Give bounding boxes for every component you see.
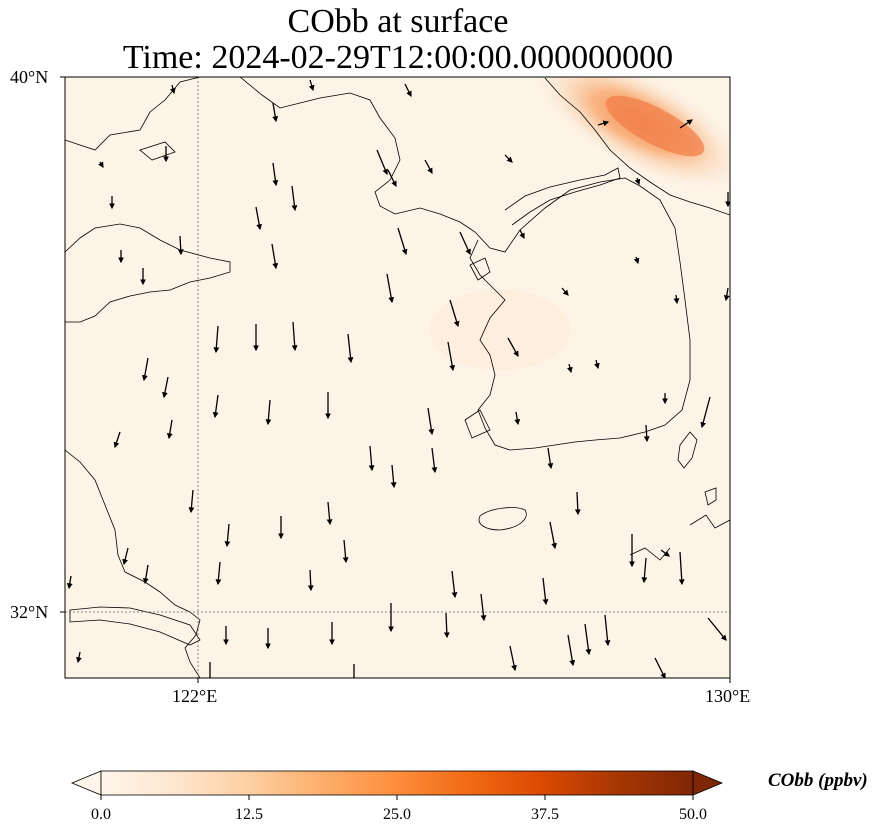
wind-arrow <box>272 102 279 123</box>
wind-arrow <box>212 394 219 419</box>
colorbar-extend-min <box>70 770 102 796</box>
wind-arrow <box>449 299 460 328</box>
wind-arrow <box>679 119 693 129</box>
wind-arrow <box>98 161 104 169</box>
wind-arrow <box>514 411 521 426</box>
wind-arrow <box>213 325 220 354</box>
wind-arrow <box>76 651 82 664</box>
wind-arrow <box>504 154 513 163</box>
wind-arrow <box>215 561 222 586</box>
wind-arrow <box>443 612 450 639</box>
wind-arrow <box>567 634 576 667</box>
wind-arrow <box>459 231 471 256</box>
wind-arrow <box>271 243 279 270</box>
map-time-subtitle: Time: 2024-02-29T12:00:00.000000000 <box>122 39 674 76</box>
lon-tick-130e: 130°E <box>705 686 751 706</box>
wind-arrow <box>170 84 176 95</box>
wind-arrow <box>308 79 315 92</box>
colorbar-tick-25: 25.0 <box>383 806 411 823</box>
wind-arrow <box>387 169 397 188</box>
wind-arrow <box>547 447 554 470</box>
wind-arrow <box>723 287 730 302</box>
wind-arrow <box>643 424 650 443</box>
map-title: CObb at surface <box>287 3 509 40</box>
wind-arrow <box>451 570 458 599</box>
wind-arrow <box>633 256 640 265</box>
wind-arrow <box>255 206 263 231</box>
wind-arrow <box>519 229 525 240</box>
wind-arrow <box>507 337 519 358</box>
wind-arrow <box>509 645 517 672</box>
wind-arrow <box>542 577 549 606</box>
wind-arrow <box>567 363 573 374</box>
lat-tick-40n: 40°N <box>10 67 49 87</box>
lon-tick-122e: 122°E <box>172 686 218 706</box>
map-plot-area <box>65 77 730 678</box>
wind-arrow <box>678 551 685 586</box>
colorbar-tick-50: 50.0 <box>679 806 707 823</box>
wind-arrow <box>376 149 388 176</box>
map-frame <box>64 76 731 679</box>
wind-arrow <box>347 333 354 364</box>
wind-arrow <box>390 464 397 489</box>
wind-arrow <box>549 521 557 550</box>
wind-arrow <box>594 359 600 370</box>
wind-arrow <box>634 177 641 186</box>
field-variation <box>430 290 570 370</box>
wind-arrow <box>177 235 184 256</box>
wind-arrow <box>342 539 349 564</box>
colorbar-gradient <box>101 771 693 795</box>
wind-arrow <box>447 341 456 372</box>
wind-arrow <box>397 227 408 256</box>
colorbar-tick-0: 0.0 <box>91 806 111 823</box>
wind-arrow <box>597 120 610 127</box>
wind-arrow <box>604 614 611 647</box>
wind-arrow <box>431 447 438 474</box>
colorbar-tick-12-5: 12.5 <box>235 806 263 823</box>
concentration-field <box>65 77 730 678</box>
wind-arrow <box>673 294 680 305</box>
wind-arrow <box>291 321 298 352</box>
wind-arrow <box>427 407 435 436</box>
wind-arrow <box>584 623 592 656</box>
wind-arrow <box>561 287 569 296</box>
wind-arrow <box>641 557 648 584</box>
wind-arrow <box>424 159 433 175</box>
lat-tick-32n: 32°N <box>10 602 49 622</box>
wind-arrow <box>480 593 487 622</box>
wind-arrow <box>166 419 173 440</box>
wind-arrow <box>654 657 666 678</box>
wind-arrow <box>291 185 298 212</box>
wind-arrow <box>368 445 375 472</box>
colorbar-label: CObb (ppbv) <box>768 770 868 791</box>
cobb-plume <box>536 77 730 190</box>
wind-arrow <box>162 376 169 399</box>
wind-arrow <box>660 549 670 557</box>
colorbar-extend-max <box>692 770 724 796</box>
wind-arrow <box>307 569 314 592</box>
wind-arrow <box>574 491 581 516</box>
wind-arrow <box>404 83 412 98</box>
axis-ticks <box>60 76 731 683</box>
wind-vectors <box>66 79 730 678</box>
wind-arrow <box>386 273 395 304</box>
wind-arrow <box>700 396 711 429</box>
wind-arrow <box>265 399 272 426</box>
wind-arrow <box>142 564 149 585</box>
wind-arrow <box>272 162 279 187</box>
wind-arrow <box>113 431 121 449</box>
wind-arrow <box>224 523 231 548</box>
gridlines <box>65 77 730 678</box>
wind-arrow <box>122 547 129 566</box>
wind-arrow <box>66 575 73 590</box>
wind-arrow <box>141 357 149 382</box>
wind-arrow <box>326 501 333 526</box>
wind-arrow <box>188 489 195 514</box>
wind-arrow <box>707 617 727 641</box>
colorbar-tick-37-5: 37.5 <box>531 806 559 823</box>
